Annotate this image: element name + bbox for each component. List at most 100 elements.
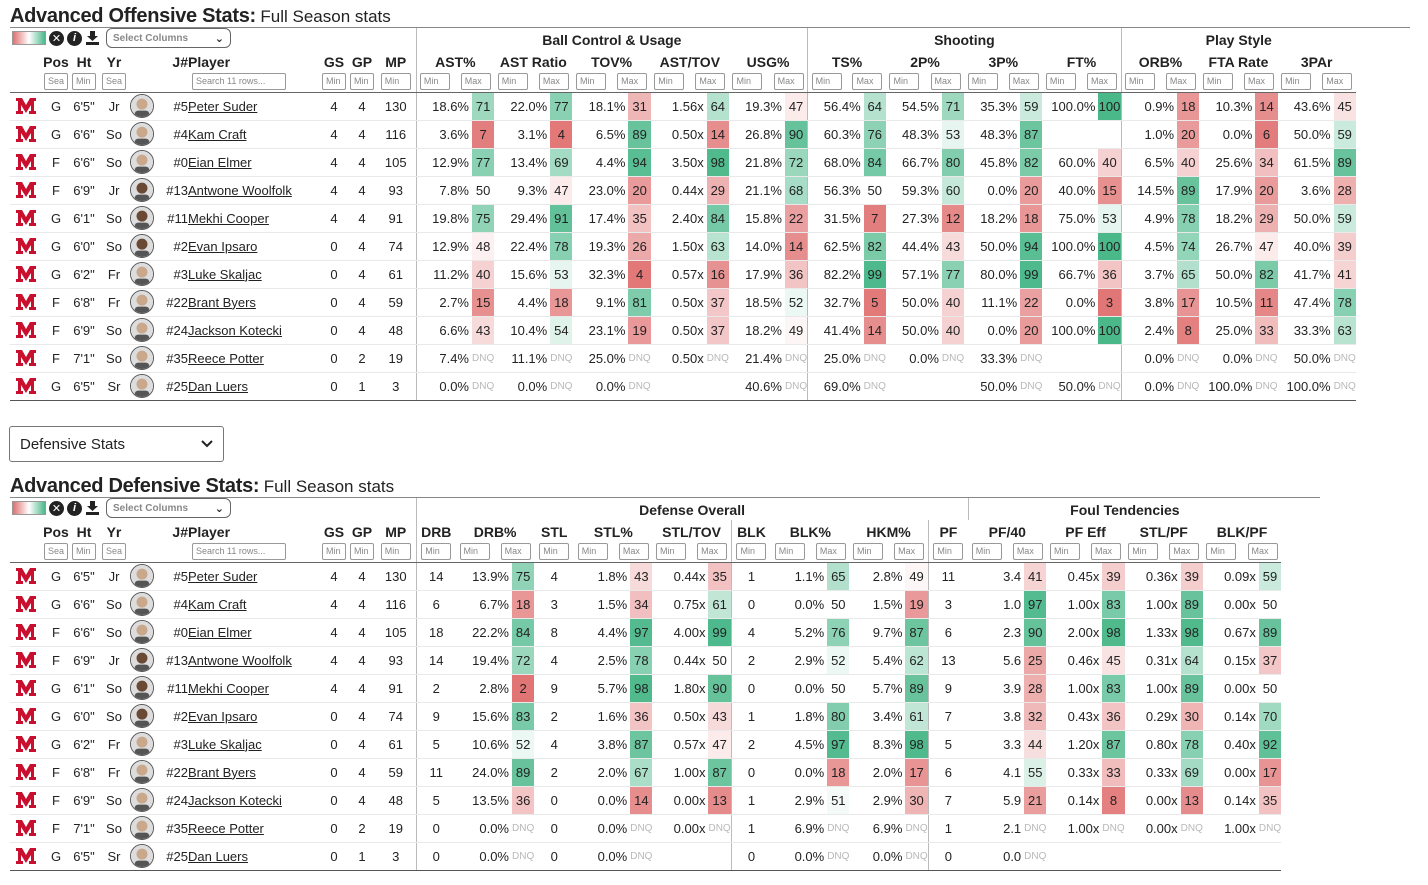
defense-filter-max[interactable]: Max: [697, 543, 728, 560]
offense-filter-min[interactable]: Min: [732, 73, 763, 90]
player-name-link[interactable]: Jackson Kotecki: [188, 322, 282, 338]
download-icon[interactable]: [85, 31, 99, 45]
defense-filter-min[interactable]: Min: [350, 543, 374, 560]
offense-filter-min[interactable]: Min: [576, 73, 607, 90]
defense-filter-min[interactable]: Min: [971, 543, 1002, 560]
player-name-link[interactable]: Peter Suder: [188, 568, 258, 584]
offense-select-columns[interactable]: Select Columns ⌄: [106, 28, 231, 48]
offense-header-pos[interactable]: Pos: [42, 50, 70, 70]
player-name-link[interactable]: Luke Skaljac: [188, 736, 262, 752]
defense-header-hkm[interactable]: HKM%: [849, 520, 928, 540]
offense-filter-max[interactable]: Max: [695, 73, 726, 90]
defense-header-yr[interactable]: Yr: [98, 520, 130, 540]
defense-header-pf[interactable]: PF: [927, 520, 969, 540]
offense-header-j[interactable]: J#: [154, 50, 188, 70]
offense-filter-max[interactable]: Max: [1165, 73, 1196, 90]
defense-header-blk[interactable]: BLK%: [771, 520, 849, 540]
player-name-link[interactable]: Reece Potter: [188, 350, 264, 366]
stats-type-dropdown[interactable]: Defensive Stats: [9, 426, 224, 462]
offense-filter-min[interactable]: Min: [72, 73, 96, 90]
offense-header-mp[interactable]: MP: [376, 50, 416, 70]
info-icon[interactable]: i: [67, 500, 82, 516]
defense-filter-max[interactable]: Max: [815, 543, 846, 560]
offense-header-3par[interactable]: 3PAr: [1278, 50, 1356, 70]
defense-header-drb[interactable]: DRB: [415, 520, 456, 540]
player-name-link[interactable]: Brant Byers: [188, 764, 256, 780]
defense-header-stl-tov[interactable]: STL/TOV: [652, 520, 731, 540]
defense-filter-min[interactable]: Min: [72, 543, 96, 560]
offense-header-ht[interactable]: Ht: [70, 50, 98, 70]
defense-header-j[interactable]: J#: [154, 520, 188, 540]
player-name-link[interactable]: Dan Luers: [188, 848, 248, 864]
offense-filter-min[interactable]: Min: [350, 73, 374, 90]
offense-player-search-input[interactable]: Search 11 rows...: [192, 73, 286, 90]
player-name-link[interactable]: Brant Byers: [188, 294, 256, 310]
offense-filter-max[interactable]: Max: [617, 73, 648, 90]
defense-header-stl[interactable]: STL: [534, 520, 574, 540]
player-name-link[interactable]: Dan Luers: [188, 378, 248, 394]
offense-filter-max[interactable]: Max: [1243, 73, 1274, 90]
offense-filter-min[interactable]: Min: [380, 73, 411, 90]
offense-header-3p[interactable]: 3P%: [964, 50, 1042, 70]
offense-header-ast-tov[interactable]: AST/TOV: [651, 50, 729, 70]
player-name-link[interactable]: Luke Skaljac: [188, 266, 262, 282]
defense-filter-min[interactable]: Min: [421, 543, 452, 560]
offense-header-yr[interactable]: Yr: [98, 50, 130, 70]
player-name-link[interactable]: Evan Ipsaro: [188, 238, 258, 254]
offense-filter-min[interactable]: Min: [1045, 73, 1076, 90]
defense-header-pf-40[interactable]: PF/40: [968, 520, 1046, 540]
download-icon[interactable]: [85, 501, 99, 515]
defense-filter-min[interactable]: Min: [933, 543, 964, 560]
player-name-link[interactable]: Kam Craft: [188, 596, 247, 612]
color-scale-toggle-icon[interactable]: [12, 501, 46, 515]
defense-filter-max[interactable]: Max: [500, 543, 531, 560]
offense-filter-max[interactable]: Max: [852, 73, 883, 90]
defense-filter-min[interactable]: Min: [1128, 543, 1159, 560]
defense-filter-min[interactable]: Min: [577, 543, 608, 560]
defense-filter-max[interactable]: Max: [1169, 543, 1200, 560]
player-name-link[interactable]: Eian Elmer: [188, 154, 252, 170]
offense-filter-max[interactable]: Max: [1008, 73, 1039, 90]
offense-filter-min[interactable]: Min: [419, 73, 450, 90]
defense-header-blk[interactable]: BLK: [730, 520, 772, 540]
offense-header-gs[interactable]: GS: [320, 50, 348, 70]
offense-filter-max[interactable]: Max: [1087, 73, 1118, 90]
defense-filter-sea[interactable]: Sea: [102, 543, 126, 560]
defense-header-player[interactable]: Player: [188, 520, 320, 540]
player-name-link[interactable]: Kam Craft: [188, 126, 247, 142]
defense-filter-max[interactable]: Max: [1091, 543, 1122, 560]
defense-header-blk-pf[interactable]: BLK/PF: [1203, 520, 1281, 540]
offense-filter-sea[interactable]: Sea: [44, 73, 68, 90]
defense-header-gp[interactable]: GP: [348, 520, 376, 540]
offense-filter-min[interactable]: Min: [497, 73, 528, 90]
offense-header-ft[interactable]: FT%: [1042, 50, 1121, 70]
offense-header-fta-rate[interactable]: FTA Rate: [1199, 50, 1277, 70]
player-name-link[interactable]: Eian Elmer: [188, 624, 252, 640]
defense-header-gs[interactable]: GS: [320, 520, 348, 540]
info-icon[interactable]: i: [67, 30, 82, 46]
defense-filter-max[interactable]: Max: [1012, 543, 1043, 560]
defense-header-pf-eff[interactable]: PF Eff: [1046, 520, 1124, 540]
player-name-link[interactable]: Mekhi Cooper: [188, 210, 269, 226]
offense-filter-min[interactable]: Min: [654, 73, 685, 90]
defense-filter-min[interactable]: Min: [774, 543, 805, 560]
offense-header-2p[interactable]: 2P%: [886, 50, 964, 70]
defense-header-stl-pf[interactable]: STL/PF: [1125, 520, 1203, 540]
clear-icon[interactable]: ✕: [49, 500, 64, 516]
defense-header-pos[interactable]: Pos: [42, 520, 70, 540]
defense-header-ht[interactable]: Ht: [70, 520, 98, 540]
defense-filter-min[interactable]: Min: [380, 543, 411, 560]
offense-filter-min[interactable]: Min: [889, 73, 920, 90]
offense-header-gp[interactable]: GP: [348, 50, 376, 70]
defense-filter-min[interactable]: Min: [656, 543, 687, 560]
defense-filter-max[interactable]: Max: [618, 543, 649, 560]
offense-header-ts[interactable]: TS%: [807, 50, 886, 70]
defense-filter-min[interactable]: Min: [459, 543, 490, 560]
offense-header-ast-ratio[interactable]: AST Ratio: [494, 50, 572, 70]
offense-filter-min[interactable]: Min: [1281, 73, 1312, 90]
offense-header-ast[interactable]: AST%: [415, 50, 495, 70]
defense-filter-max[interactable]: Max: [894, 543, 925, 560]
player-name-link[interactable]: Reece Potter: [188, 820, 264, 836]
offense-filter-min[interactable]: Min: [322, 73, 346, 90]
offense-header-tov[interactable]: TOV%: [572, 50, 650, 70]
